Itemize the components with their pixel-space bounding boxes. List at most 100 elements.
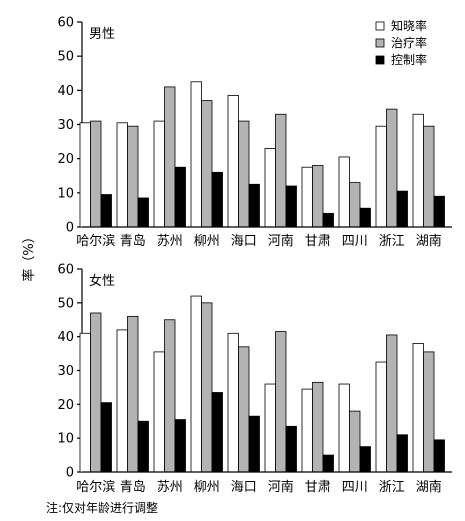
legend-label: 控制率 xyxy=(391,52,427,67)
y-tick-label: 40 xyxy=(57,84,74,99)
y-tick-label: 60 xyxy=(57,263,74,278)
x-category-label: 甘肃 xyxy=(305,234,331,249)
bar-control xyxy=(248,415,260,473)
bar-treatment xyxy=(275,113,287,228)
x-category-label: 青岛 xyxy=(120,233,146,249)
x-category-label: 湖南 xyxy=(416,233,442,249)
bar-treatment xyxy=(386,108,398,228)
bar-control xyxy=(100,402,112,473)
bar-control xyxy=(137,197,149,228)
bar-control xyxy=(322,454,334,473)
bar-treatment xyxy=(275,331,287,473)
bar-awareness xyxy=(116,122,128,228)
bar-awareness xyxy=(264,148,276,228)
bar-treatment xyxy=(349,410,361,473)
x-category-label: 柳州 xyxy=(194,234,220,249)
x-category-label: 四川 xyxy=(342,234,368,249)
chart-panel-male: 0 10 20 30 40 50 60 哈尔滨 青岛 苏州 柳州 海口 河南 甘肃 四川 浙江 湖南 男性 知晓率治… xyxy=(57,16,452,249)
bar-awareness xyxy=(338,383,350,473)
bar-treatment xyxy=(386,334,398,473)
x-category-label: 哈尔滨 xyxy=(76,233,115,249)
bar-treatment xyxy=(164,86,176,228)
bar-treatment xyxy=(238,346,250,473)
bar-treatment xyxy=(312,165,324,228)
x-category-label: 柳州 xyxy=(194,480,220,495)
bar-control xyxy=(322,212,334,228)
y-tick-label: 0 xyxy=(66,466,74,481)
bar-control xyxy=(285,185,297,228)
bar-treatment xyxy=(201,100,213,228)
y-tick-label: 30 xyxy=(57,364,74,379)
x-category-label: 甘肃 xyxy=(305,480,331,495)
bar-awareness xyxy=(153,120,165,228)
y-tick-label: 30 xyxy=(57,118,74,133)
bar-treatment xyxy=(164,319,176,473)
bar-awareness xyxy=(412,343,424,473)
bar-awareness xyxy=(79,122,91,228)
y-tick-label: 0 xyxy=(66,221,74,236)
bar-awareness xyxy=(116,329,128,473)
x-category-label: 苏州 xyxy=(157,233,183,249)
bar-awareness xyxy=(79,332,91,473)
bar-control xyxy=(248,183,260,228)
bar-awareness xyxy=(375,361,387,473)
x-category-label: 海口 xyxy=(231,234,257,249)
x-category-label: 哈尔滨 xyxy=(76,479,115,495)
bar-treatment xyxy=(127,315,139,473)
bar-awareness xyxy=(338,156,350,228)
x-category-label: 青岛 xyxy=(120,479,146,495)
bar-awareness xyxy=(301,388,313,473)
legend-label: 知晓率 xyxy=(391,18,427,33)
bar-control xyxy=(211,392,223,473)
bar-control xyxy=(211,171,223,228)
bar-control xyxy=(433,195,445,228)
bar-awareness xyxy=(301,166,313,228)
y-tick-label: 20 xyxy=(57,398,74,413)
x-category-label: 河南 xyxy=(268,233,294,249)
bar-treatment xyxy=(423,351,435,473)
bar-treatment xyxy=(201,302,213,473)
bar-treatment xyxy=(90,312,102,473)
bar-awareness xyxy=(227,95,239,228)
bar-control xyxy=(396,190,408,228)
bar-treatment xyxy=(90,120,102,228)
bar-control xyxy=(359,446,371,473)
y-tick-label: 40 xyxy=(57,330,74,345)
y-tick-label: 10 xyxy=(57,432,74,447)
x-category-label: 湖南 xyxy=(416,479,442,495)
x-category-label: 海口 xyxy=(231,480,257,495)
bar-treatment xyxy=(423,125,435,228)
chart-panel-female: 0 10 20 30 40 50 60 哈尔滨 青岛 苏州 柳州 海口 河南 甘肃 四川 浙江 湖南 女性 xyxy=(57,263,452,495)
y-axis-label: 率（%） xyxy=(21,230,37,281)
x-category-label: 苏州 xyxy=(157,479,183,495)
y-tick-label: 50 xyxy=(57,50,74,65)
legend-swatch xyxy=(375,55,385,65)
bar-control xyxy=(396,434,408,473)
bar-awareness xyxy=(190,295,202,473)
bar-treatment xyxy=(349,182,361,228)
bar-control xyxy=(174,166,186,228)
y-tick-label: 50 xyxy=(57,296,74,311)
panel-label: 男性 xyxy=(89,27,115,42)
bar-awareness xyxy=(190,81,202,228)
bar-awareness xyxy=(264,383,276,473)
legend-swatch xyxy=(375,21,385,31)
bar-control xyxy=(174,419,186,473)
x-category-label: 河南 xyxy=(268,479,294,495)
bar-control xyxy=(100,194,112,228)
x-category-label: 浙江 xyxy=(379,480,405,495)
y-tick-label: 10 xyxy=(57,186,74,201)
bar-control xyxy=(137,420,149,473)
x-category-label: 浙江 xyxy=(379,234,405,249)
bar-awareness xyxy=(227,332,239,473)
panel-label: 女性 xyxy=(89,273,115,289)
bar-treatment xyxy=(127,125,139,228)
footnote: 注:仅对年龄进行调整 xyxy=(46,500,158,515)
bar-awareness xyxy=(412,113,424,228)
bar-awareness xyxy=(153,351,165,473)
legend-label: 治疗率 xyxy=(391,35,427,50)
legend-swatch xyxy=(375,38,385,48)
